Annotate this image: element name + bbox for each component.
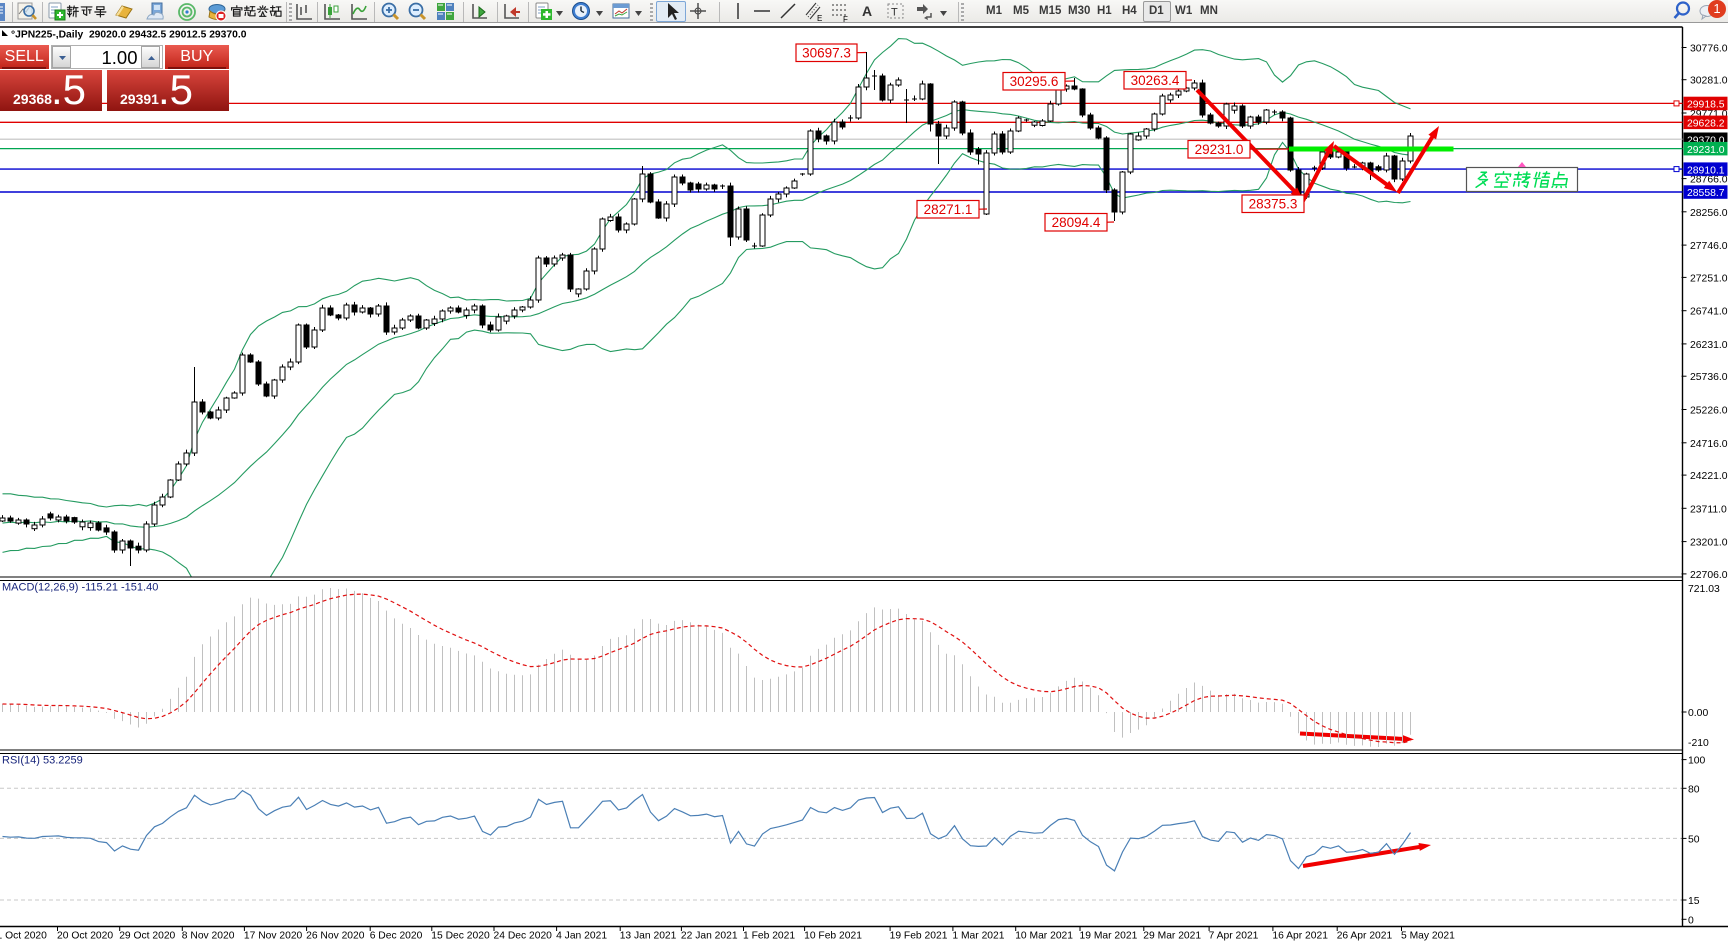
svg-text:16 Apr 2021: 16 Apr 2021 xyxy=(1272,931,1328,942)
svg-text:29370.0: 29370.0 xyxy=(1687,135,1725,146)
svg-text:24716.0: 24716.0 xyxy=(1690,439,1728,450)
svg-text:0: 0 xyxy=(1688,915,1694,926)
svg-text:50: 50 xyxy=(1688,834,1700,845)
svg-text:29771.0: 29771.0 xyxy=(1690,109,1728,120)
svg-text:28271.1: 28271.1 xyxy=(924,202,973,217)
svg-text:80: 80 xyxy=(1688,784,1700,795)
svg-text:E: E xyxy=(817,14,822,23)
svg-text:1 Feb 2021: 1 Feb 2021 xyxy=(743,931,795,942)
svg-text:24 Dec 2020: 24 Dec 2020 xyxy=(494,931,553,942)
svg-text:19 Feb 2021: 19 Feb 2021 xyxy=(890,931,948,942)
svg-text:29 Mar 2021: 29 Mar 2021 xyxy=(1143,931,1201,942)
svg-text:15: 15 xyxy=(1688,896,1700,907)
svg-text:26 Apr 2021: 26 Apr 2021 xyxy=(1337,931,1393,942)
svg-text:20 Oct 2020: 20 Oct 2020 xyxy=(57,931,113,942)
svg-text:30697.3: 30697.3 xyxy=(802,46,851,61)
svg-text:1 Oct 2020: 1 Oct 2020 xyxy=(0,931,47,942)
svg-text:8 Nov 2020: 8 Nov 2020 xyxy=(182,931,235,942)
svg-text:17 Nov 2020: 17 Nov 2020 xyxy=(244,931,303,942)
svg-text:30281.0: 30281.0 xyxy=(1690,76,1728,87)
svg-text:29231.0: 29231.0 xyxy=(1687,145,1725,156)
svg-text:26 Nov 2020: 26 Nov 2020 xyxy=(306,931,365,942)
svg-text:5 May 2021: 5 May 2021 xyxy=(1401,931,1455,942)
svg-text:7 Apr 2021: 7 Apr 2021 xyxy=(1209,931,1259,942)
svg-text:28094.4: 28094.4 xyxy=(1052,215,1101,230)
svg-text:28558.7: 28558.7 xyxy=(1687,188,1725,199)
svg-text:26231.0: 26231.0 xyxy=(1690,340,1728,351)
svg-text:24221.0: 24221.0 xyxy=(1690,471,1728,482)
svg-text:°JPN225-,Daily 29020.0 29432.: °JPN225-,Daily 29020.0 29432.5 29012.5 2… xyxy=(11,30,247,41)
svg-text:0.00: 0.00 xyxy=(1688,708,1708,719)
svg-text:28766.0: 28766.0 xyxy=(1690,175,1728,186)
svg-text:22 Jan 2021: 22 Jan 2021 xyxy=(681,931,738,942)
svg-text:25226.0: 25226.0 xyxy=(1690,406,1728,417)
svg-text:28375.3: 28375.3 xyxy=(1249,197,1298,212)
svg-text:100: 100 xyxy=(1688,756,1706,767)
svg-text:23711.0: 23711.0 xyxy=(1690,504,1727,515)
svg-text:1 Mar 2021: 1 Mar 2021 xyxy=(952,931,1004,942)
svg-text:721.03: 721.03 xyxy=(1688,584,1720,595)
svg-text:RSI(14) 53.2259: RSI(14) 53.2259 xyxy=(2,755,83,767)
svg-text:13 Jan 2021: 13 Jan 2021 xyxy=(620,931,677,942)
svg-text:MACD(12,26,9) -115.21 -151.40: MACD(12,26,9) -115.21 -151.40 xyxy=(2,582,158,594)
svg-text:4 Jan 2021: 4 Jan 2021 xyxy=(556,931,607,942)
svg-text:19 Mar 2021: 19 Mar 2021 xyxy=(1080,931,1138,942)
svg-text:6 Dec 2020: 6 Dec 2020 xyxy=(370,931,423,942)
svg-text:F: F xyxy=(843,15,848,23)
svg-text:25736.0: 25736.0 xyxy=(1690,372,1728,383)
svg-text:30776.0: 30776.0 xyxy=(1690,44,1728,55)
svg-text:22706.0: 22706.0 xyxy=(1690,570,1728,581)
svg-text:30295.6: 30295.6 xyxy=(1010,74,1059,89)
svg-text:29 Oct 2020: 29 Oct 2020 xyxy=(119,931,175,942)
svg-text:29628.2: 29628.2 xyxy=(1687,119,1725,130)
svg-text:10 Feb 2021: 10 Feb 2021 xyxy=(804,931,862,942)
svg-text:27251.0: 27251.0 xyxy=(1690,273,1728,284)
svg-text:26741.0: 26741.0 xyxy=(1690,307,1728,318)
svg-text:15 Dec 2020: 15 Dec 2020 xyxy=(431,931,490,942)
svg-text:23201.0: 23201.0 xyxy=(1690,538,1728,549)
svg-text:27746.0: 27746.0 xyxy=(1690,241,1728,252)
svg-text:10 Mar 2021: 10 Mar 2021 xyxy=(1015,931,1073,942)
svg-text:T: T xyxy=(891,7,898,19)
svg-text:-210: -210 xyxy=(1688,738,1709,749)
svg-text:30263.4: 30263.4 xyxy=(1131,73,1180,88)
svg-text:29231.0: 29231.0 xyxy=(1195,142,1244,157)
svg-text:29918.5: 29918.5 xyxy=(1687,100,1725,111)
svg-text:28910.1: 28910.1 xyxy=(1687,165,1725,176)
svg-text:28256.0: 28256.0 xyxy=(1690,208,1728,219)
